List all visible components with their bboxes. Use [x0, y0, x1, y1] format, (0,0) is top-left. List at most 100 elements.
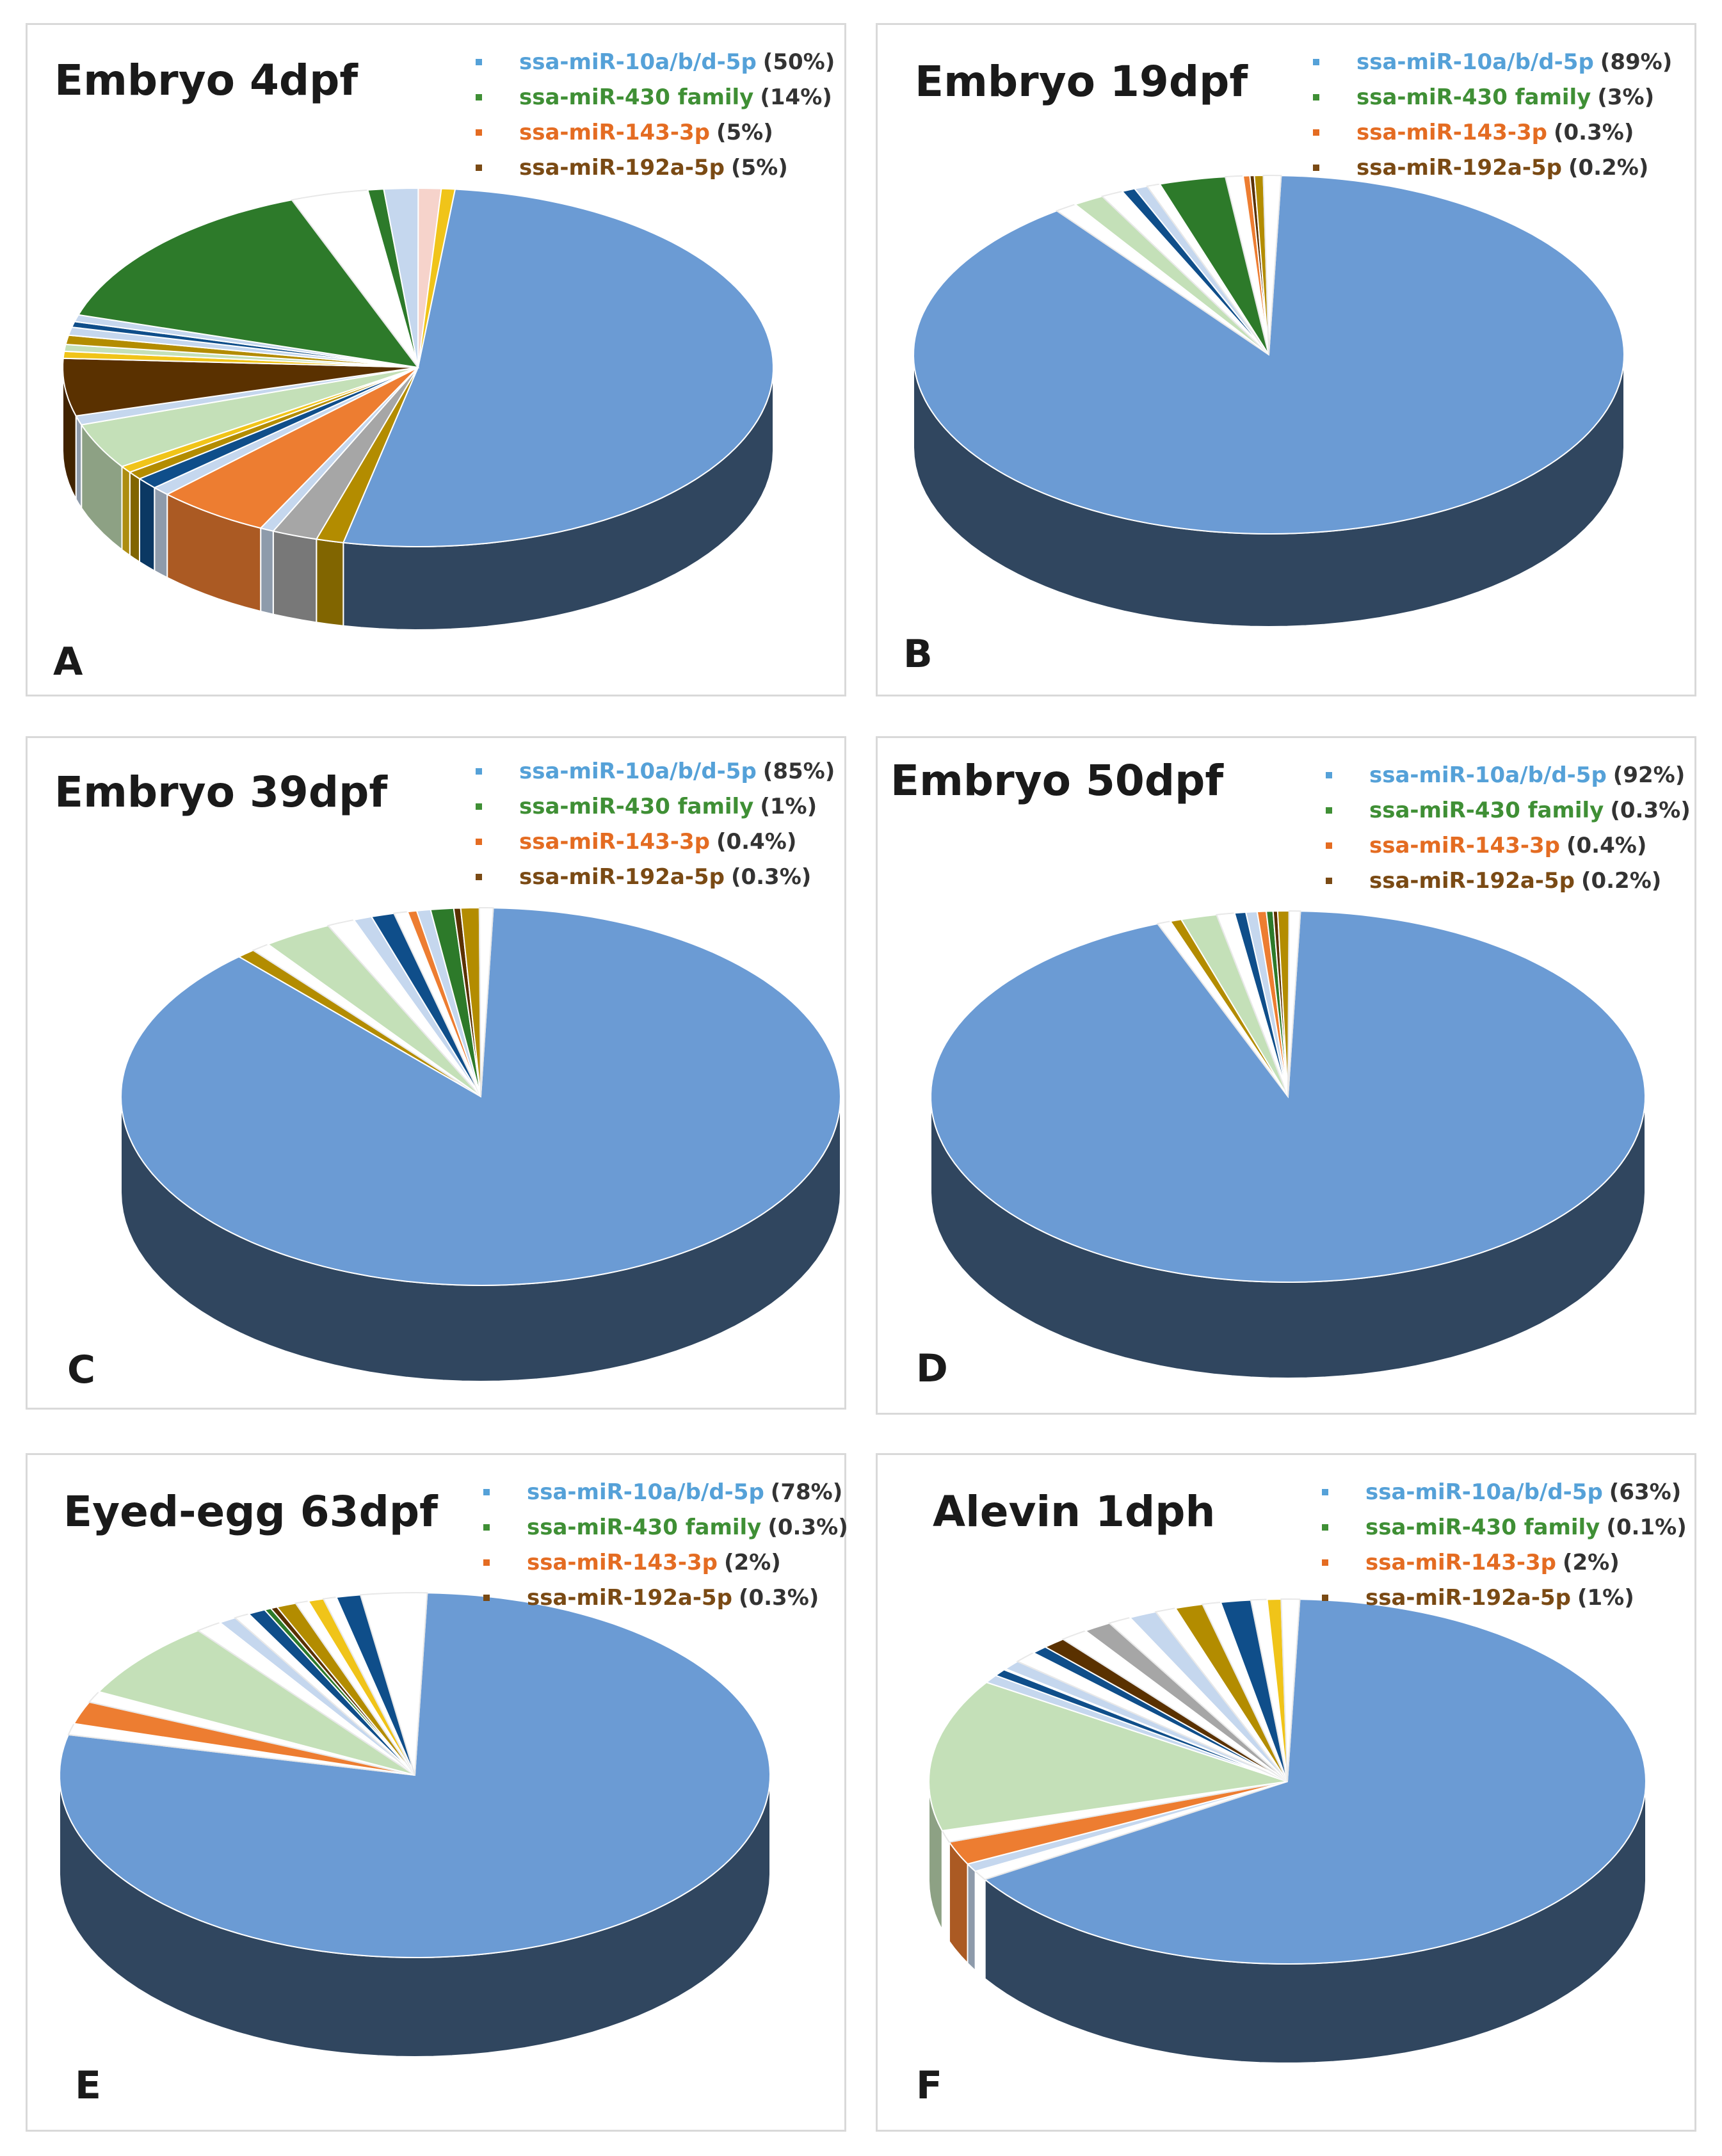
legend-marker: [476, 58, 482, 65]
pie-slice: [97, 1630, 415, 1776]
legend-item: ssa-miR-192a-5p (0.3%): [476, 859, 835, 894]
legend-marker: [1313, 129, 1319, 136]
legend-name: ssa-miR-10a/b/d-5p: [1365, 1479, 1603, 1505]
pie-slice: [478, 907, 494, 1097]
pie-slice-side: [121, 465, 131, 557]
legend-pct: (0.3%): [730, 864, 812, 890]
legend-name: ssa-miR-10a/b/d-5p: [1369, 762, 1607, 788]
legend-pct: (2%): [723, 1549, 781, 1575]
legend-name: ssa-miR-192a-5p: [527, 1584, 732, 1611]
legend-name: ssa-miR-143-3p: [1369, 832, 1560, 858]
panel-e: Eyed-egg 63dpf ssa-miR-10a/b/d-5p (78%) s…: [26, 1453, 848, 2132]
legend-item: ssa-miR-143-3p (2%): [483, 1545, 848, 1580]
pie-slice: [266, 924, 481, 1097]
legend-marker: [1322, 1488, 1328, 1495]
legend-pct: (14%): [760, 84, 832, 110]
panel-b: Embryo 19dpf ssa-miR-10a/b/d-5p (89%) ssa…: [876, 23, 1696, 696]
legend-name: ssa-miR-430 family: [519, 793, 754, 819]
legend-item: ssa-miR-430 family (3%): [1313, 79, 1672, 115]
pie-top-group: [912, 174, 1625, 535]
legend-item: ssa-miR-143-3p (2%): [1322, 1545, 1687, 1580]
legend-name: ssa-miR-143-3p: [519, 828, 710, 855]
legend-pct: (0.4%): [716, 828, 797, 855]
legend-marker: [483, 1488, 490, 1495]
pie-slice: [1159, 176, 1269, 355]
pie-slice: [342, 188, 774, 548]
legend-marker: [476, 838, 482, 845]
pie-slice-side: [316, 538, 344, 627]
pie-slice-side: [129, 471, 140, 563]
legend-name: ssa-miR-10a/b/d-5p: [527, 1479, 764, 1505]
legend-pct: (50%): [762, 49, 835, 75]
legend-item: ssa-miR-143-3p (0.4%): [1326, 828, 1691, 863]
legend-b: ssa-miR-10a/b/d-5p (89%) ssa-miR-430 fami…: [1313, 44, 1672, 185]
legend-item: ssa-miR-192a-5p (0.2%): [1313, 150, 1672, 185]
panel-label-f: F: [916, 2063, 942, 2108]
pie-slice: [983, 1598, 1647, 1965]
legend-pct: (1%): [1577, 1584, 1634, 1611]
pie-slice-side: [974, 1870, 986, 1981]
legend-item: ssa-miR-192a-5p (0.3%): [483, 1580, 848, 1615]
pie-slice: [1287, 910, 1301, 1097]
legend-name: ssa-miR-143-3p: [1356, 119, 1547, 145]
pie-top-group: [120, 906, 842, 1287]
legend-pct: (0.4%): [1566, 832, 1647, 858]
legend-name: ssa-miR-10a/b/d-5p: [1356, 49, 1594, 75]
legend-pct: (0.2%): [1581, 867, 1662, 894]
legend-item: ssa-miR-192a-5p (0.2%): [1326, 863, 1691, 898]
legend-marker: [1313, 164, 1319, 171]
legend-name: ssa-miR-430 family: [519, 84, 754, 110]
chart-title-e: Eyed-egg 63dpf: [63, 1487, 438, 1536]
legend-pct: (5%): [730, 154, 788, 181]
legend-pct: (89%): [1600, 49, 1673, 75]
legend-pct: (0.3%): [1610, 797, 1691, 823]
legend-marker: [483, 1559, 490, 1566]
legend-item: ssa-miR-143-3p (0.4%): [476, 824, 835, 859]
pie-slice: [930, 910, 1646, 1283]
legend-marker: [1326, 807, 1332, 814]
pie-slice-side: [154, 487, 168, 579]
pie-top-group: [62, 187, 774, 548]
legend-marker: [1326, 877, 1332, 884]
pie-side-group: [928, 1781, 1646, 2064]
legend-item: ssa-miR-10a/b/d-5p (50%): [476, 44, 835, 79]
legend-pct: (63%): [1609, 1479, 1682, 1505]
chart-title-c: Embryo 39dpf: [54, 768, 388, 817]
pie-slice-side: [272, 530, 318, 623]
pie-slice: [1262, 175, 1282, 355]
chart-title-d: Embryo 50dpf: [890, 756, 1224, 805]
legend-marker: [1322, 1524, 1328, 1531]
legend-name: ssa-miR-192a-5p: [1356, 154, 1562, 181]
pie-slice: [417, 188, 456, 368]
pie-chart-f: [928, 1598, 1647, 2064]
pie-chart-d: [930, 910, 1646, 1380]
legend-pct: (5%): [716, 119, 773, 145]
legend-c: ssa-miR-10a/b/d-5p (85%) ssa-miR-430 fami…: [476, 753, 835, 894]
panel-f: Alevin 1dph ssa-miR-10a/b/d-5p (63%) ssa-…: [876, 1453, 1696, 2132]
legend-pct: (0.2%): [1568, 154, 1649, 181]
chart-title-b: Embryo 19dpf: [915, 57, 1248, 106]
pie-slice: [1280, 1598, 1301, 1782]
legend-item: ssa-miR-430 family (0.3%): [483, 1509, 848, 1545]
panel-a: Embryo 4dpf ssa-miR-10a/b/d-5p (50%) ssa-…: [26, 23, 846, 696]
pie-slice: [291, 189, 419, 368]
pie-slice: [928, 1681, 1288, 1831]
panel-label-c: C: [67, 1348, 96, 1392]
legend-pct: (2%): [1562, 1549, 1620, 1575]
legend-d: ssa-miR-10a/b/d-5p (92%) ssa-miR-430 fami…: [1326, 757, 1691, 898]
pie-slice-side: [139, 478, 156, 572]
legend-f: ssa-miR-10a/b/d-5p (63%) ssa-miR-430 fami…: [1322, 1474, 1687, 1615]
legend-name: ssa-miR-430 family: [527, 1514, 762, 1540]
legend-pct: (78%): [770, 1479, 843, 1505]
legend-marker: [1313, 93, 1319, 101]
panel-c: Embryo 39dpf ssa-miR-10a/b/d-5p (85%) ssa…: [26, 736, 846, 1410]
panel-label-d: D: [916, 1346, 948, 1391]
pie-slice: [359, 1591, 428, 1776]
legend-name: ssa-miR-143-3p: [1365, 1549, 1556, 1575]
legend-name: ssa-miR-192a-5p: [519, 154, 725, 181]
legend-pct: (85%): [762, 758, 835, 784]
legend-item: ssa-miR-10a/b/d-5p (85%): [476, 753, 835, 789]
legend-name: ssa-miR-143-3p: [519, 119, 710, 145]
pie-slice-side: [75, 413, 83, 510]
legend-pct: (3%): [1597, 84, 1655, 110]
